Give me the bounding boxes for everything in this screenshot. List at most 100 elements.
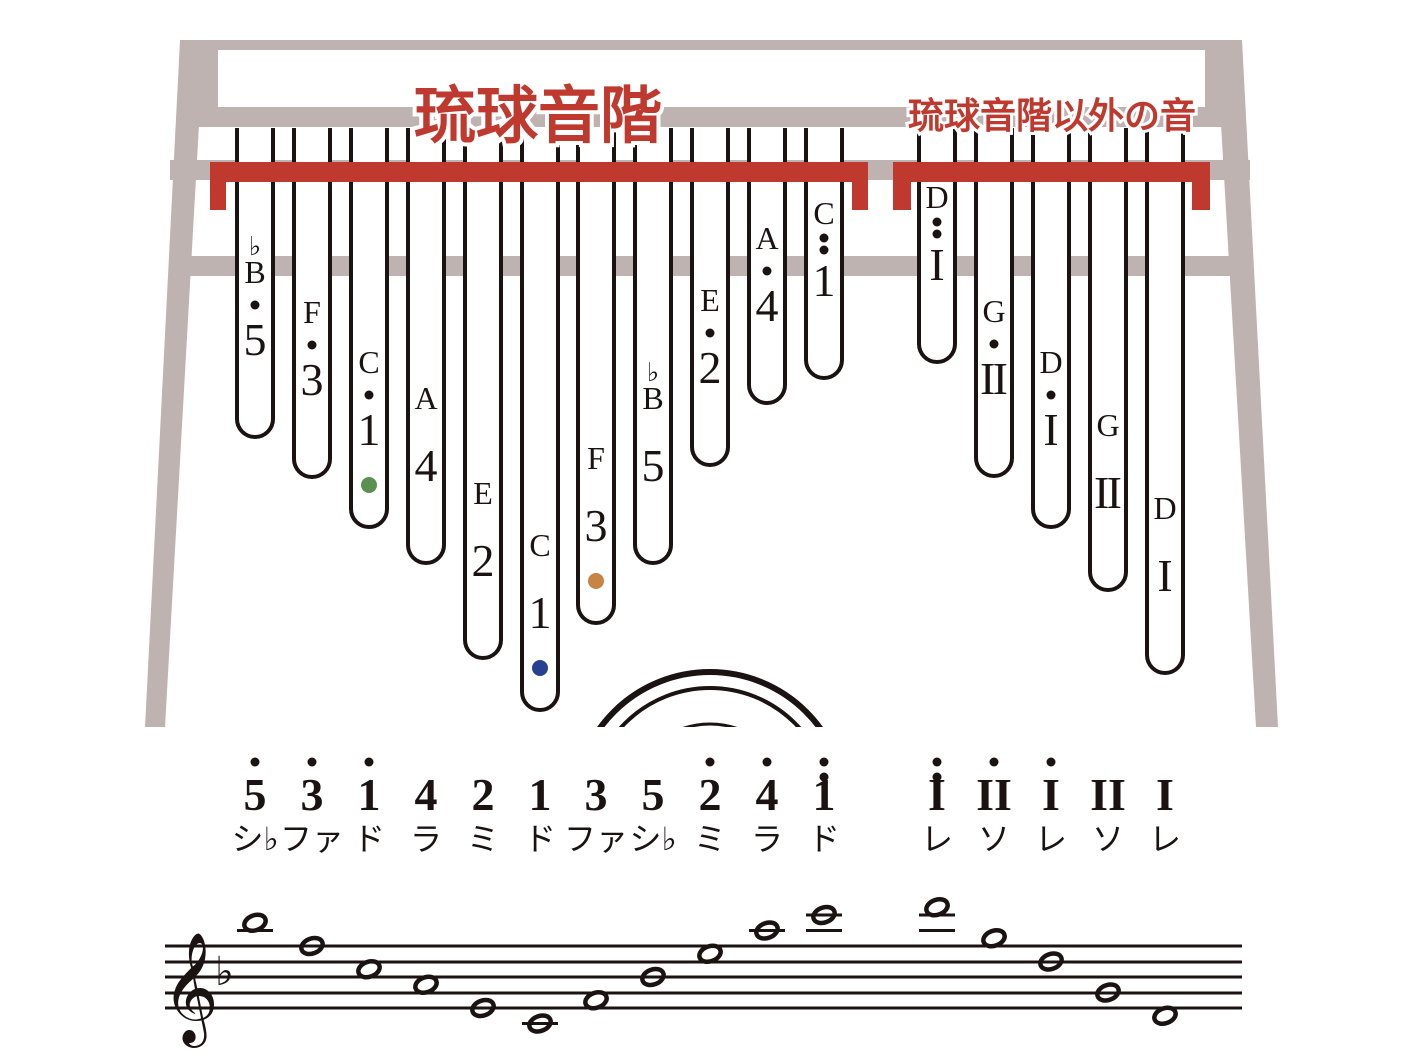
tine-number: 2 <box>472 535 495 586</box>
whole-note <box>470 997 496 1019</box>
frame-bar-upper <box>195 107 1225 127</box>
notation-item: 5シ♭ <box>231 757 279 858</box>
tine-body <box>1145 128 1185 675</box>
frame-left-leg <box>145 40 218 727</box>
note-head <box>470 997 496 1019</box>
octave-dot <box>1046 390 1056 400</box>
notation-item: IIソ <box>1090 769 1126 858</box>
tine-number: 5 <box>642 440 665 491</box>
notation-item: 3ファ <box>564 769 628 858</box>
tine-letter: E <box>700 282 720 318</box>
tine-1: 5 B♭ <box>235 128 275 439</box>
whole-note <box>1038 951 1064 972</box>
tine-13: II G <box>974 128 1014 478</box>
solfege-label: シ♭ <box>231 820 278 858</box>
solfege-label: ファ <box>280 820 344 858</box>
sound-hole-center <box>682 722 738 727</box>
tine-letter: C <box>529 527 550 563</box>
sound-hole-inner-ring <box>618 686 802 727</box>
title-other-notes: 琉球音階以外の音 <box>908 96 1196 137</box>
tine-letter: C <box>358 344 379 380</box>
octave-dot <box>989 757 999 767</box>
tine-number: I <box>929 239 944 290</box>
tine-letter: F <box>303 294 321 330</box>
notation-number: 1 <box>358 769 381 820</box>
flat-sign: ♭ <box>647 358 659 387</box>
notation-number: 3 <box>301 769 324 820</box>
octave-dot <box>705 757 715 767</box>
whole-note <box>583 990 609 1011</box>
tine-body <box>1088 128 1128 592</box>
tine-number: 2 <box>699 342 722 393</box>
note-head <box>924 897 950 918</box>
notation-number: 3 <box>585 769 608 820</box>
ledger-line <box>749 929 785 932</box>
staff-line <box>165 975 1242 979</box>
tine-body <box>406 128 446 565</box>
note-head <box>299 935 325 957</box>
staff-line <box>165 944 1242 948</box>
solfege-label: レ <box>1035 820 1067 858</box>
tine-letter: B <box>244 254 265 290</box>
octave-dot <box>989 339 999 349</box>
octave-dot <box>762 266 772 276</box>
notation-number: II <box>1090 769 1126 820</box>
octave-dot <box>932 217 942 227</box>
note-head <box>640 966 666 988</box>
tine-8: 5 B♭ <box>633 128 673 565</box>
note-head <box>1038 951 1064 972</box>
tine-body <box>349 128 389 529</box>
note-head <box>413 974 439 995</box>
tine-3: 1C <box>349 128 389 529</box>
color-marker-green <box>361 477 377 493</box>
notation-number: 1 <box>529 769 552 820</box>
whole-note <box>919 897 955 932</box>
note-head <box>583 990 609 1011</box>
bracket-ryukyu-scale <box>210 162 868 210</box>
solfege-label: レ <box>921 820 953 858</box>
whole-note <box>299 935 325 957</box>
tine-5: 2E <box>463 128 503 660</box>
tine-16: ID <box>1145 128 1185 675</box>
tine-letter: D <box>1039 344 1062 380</box>
sound-hole-outer-ring <box>597 669 823 727</box>
note-head <box>697 943 723 964</box>
tine-letter: B <box>642 380 663 416</box>
solfege-label: ファ <box>564 820 628 858</box>
key-signature-flat: ♭ <box>215 949 234 994</box>
staff-line <box>165 1006 1242 1010</box>
tine-number: 1 <box>529 587 552 638</box>
solfege-label: ソ <box>1092 820 1124 858</box>
note-head <box>356 959 382 980</box>
notation-number: 1 <box>813 769 836 820</box>
tine-letter: A <box>755 220 778 256</box>
tine-letter: A <box>414 380 437 416</box>
notation-number: 2 <box>472 769 495 820</box>
octave-dot <box>819 233 829 243</box>
brackets <box>210 162 1210 210</box>
tine-body <box>520 128 560 712</box>
octave-dot <box>1046 757 1056 767</box>
notation-number: 4 <box>415 769 438 820</box>
tine-letter: G <box>982 293 1005 329</box>
tine-7: 3F <box>576 128 616 625</box>
octave-dot <box>819 245 829 255</box>
note-head <box>981 928 1007 949</box>
tine-letter: E <box>473 475 493 511</box>
tine-number: I <box>1157 550 1172 601</box>
whole-note <box>749 920 785 941</box>
notation-number: II <box>976 769 1012 820</box>
whole-note <box>237 912 273 933</box>
sound-hole <box>597 669 823 727</box>
tine-body <box>747 128 787 405</box>
tine-body <box>292 128 332 479</box>
tine-body <box>235 128 275 439</box>
whole-note <box>413 974 439 995</box>
tine-6: 1C <box>520 128 560 712</box>
solfege-label: レ <box>1149 820 1181 858</box>
notation-item: 4ラ <box>410 769 442 858</box>
tine-number: 4 <box>756 280 779 331</box>
